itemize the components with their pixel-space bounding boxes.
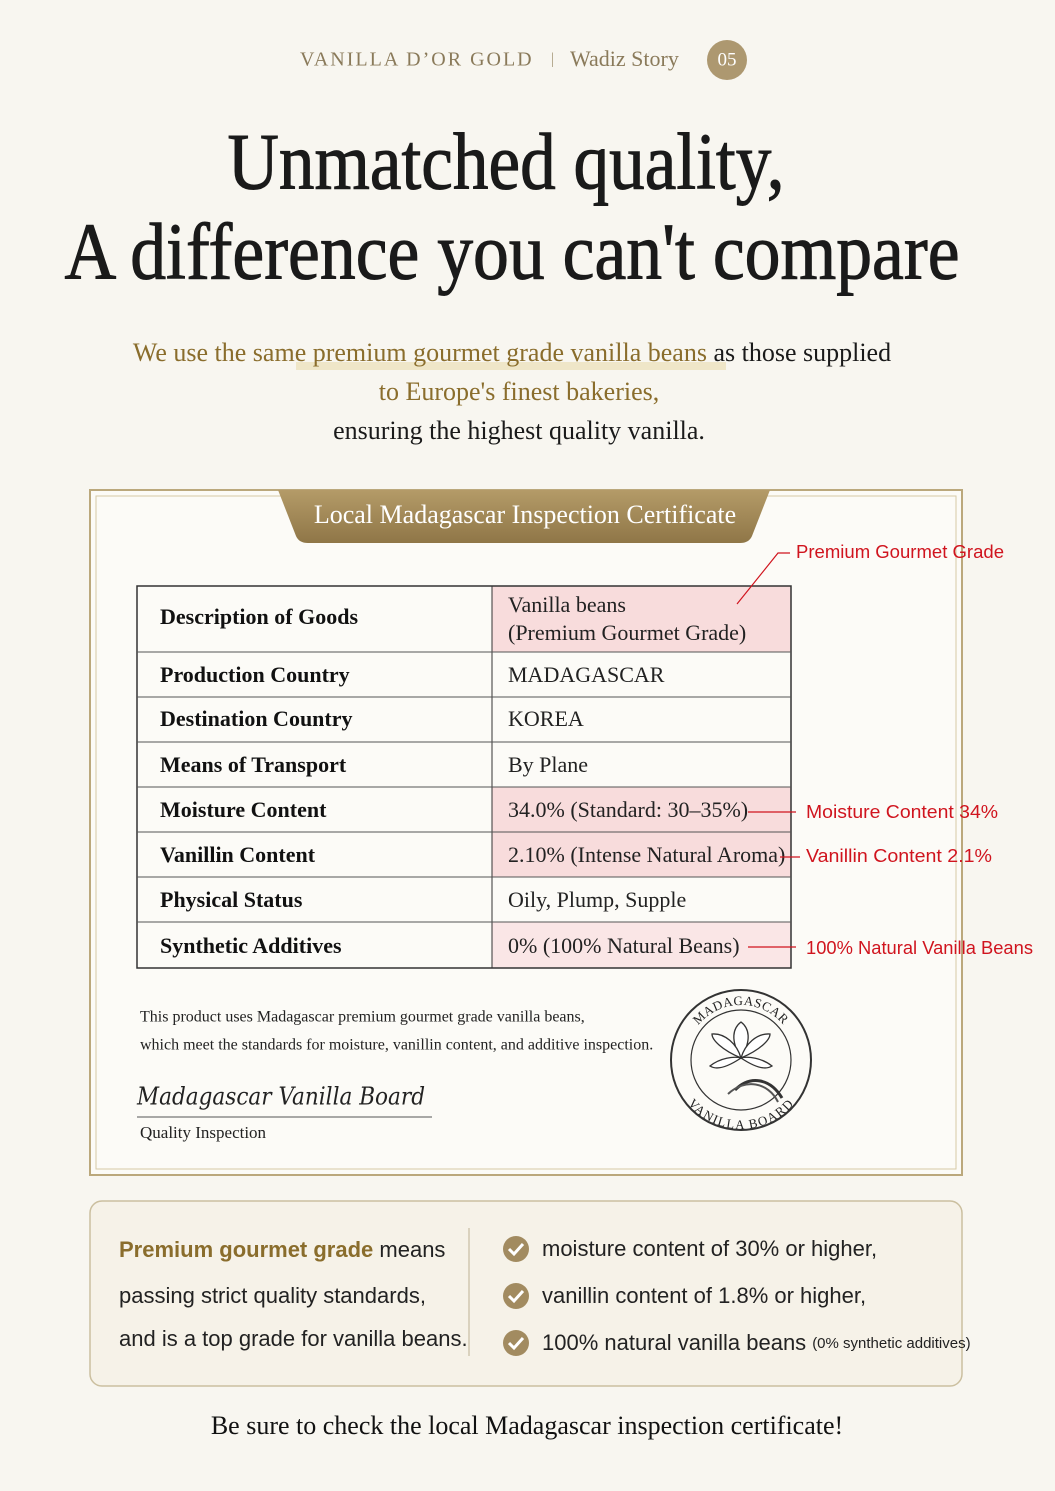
row-value: 34.0% (Standard: 30–35%)	[508, 797, 748, 822]
row-value: 2.10% (Intense Natural Aroma)	[508, 842, 785, 867]
intro-text: as those supplied	[707, 338, 891, 367]
certificate-note: This product uses Madagascar premium gou…	[140, 1009, 585, 1026]
annotation: Vanillin Content 2.1%	[806, 846, 992, 866]
certificate-title: Local Madagascar Inspection Certificate	[314, 500, 736, 529]
signature: Madagascar Vanilla Board	[136, 1083, 425, 1111]
intro-highlight: We use the same premium gourmet grade va…	[133, 338, 707, 367]
separator: |	[551, 51, 554, 68]
brand: VANILLA D’OR GOLD	[300, 49, 534, 71]
row-label: Description of Goods	[160, 604, 358, 629]
intro-line: We use the same premium gourmet grade va…	[133, 338, 891, 367]
criterion: 100% natural vanilla beans (0% synthetic …	[542, 1330, 971, 1355]
annotation: Premium Gourmet Grade	[796, 542, 1004, 562]
row-dividers	[137, 651, 791, 923]
row-value: Vanilla beans	[508, 592, 626, 617]
row-label: Moisture Content	[160, 797, 327, 822]
seal: MADAGASCAR VANILLA BOARD	[670, 989, 812, 1132]
criterion-text: 100% natural vanilla beans	[542, 1330, 806, 1355]
row-value: KOREA	[508, 706, 584, 731]
annotation: Moisture Content 34%	[806, 802, 998, 822]
signature-caption: Quality Inspection	[140, 1123, 267, 1142]
footer: Be sure to check the local Madagascar in…	[211, 1411, 843, 1440]
definition-line: and is a top grade for vanilla beans.	[119, 1326, 468, 1351]
row-value: MADAGASCAR	[508, 662, 665, 687]
certificate-note: which meet the standards for moisture, v…	[140, 1037, 653, 1054]
highlight-cell	[492, 922, 791, 968]
row-label: Physical Status	[160, 887, 303, 912]
row-value: By Plane	[508, 752, 588, 777]
criterion: vanillin content of 1.8% or higher,	[542, 1283, 866, 1308]
page-number: 05	[718, 49, 737, 70]
definition-text: means	[373, 1237, 445, 1262]
intro-line: ensuring the highest quality vanilla.	[333, 416, 705, 445]
highlight-cell	[492, 586, 791, 652]
row-label: Production Country	[160, 662, 350, 687]
annotation-lines	[736, 552, 800, 948]
certificate-table: Description of Goods Vanilla beans (Prem…	[136, 585, 792, 969]
criterion-note: (0% synthetic additives)	[812, 1335, 970, 1352]
definition-line: Premium gourmet grade means	[119, 1237, 445, 1262]
row-value: Oily, Plump, Supple	[508, 887, 686, 912]
definition-highlight: Premium gourmet grade	[119, 1237, 373, 1262]
page-badge	[707, 40, 747, 80]
criterion: moisture content of 30% or higher,	[542, 1236, 877, 1261]
check-icons	[503, 1236, 529, 1356]
story-label: Wadiz Story	[570, 46, 679, 71]
row-label: Synthetic Additives	[160, 933, 342, 958]
definition-line: passing strict quality standards,	[119, 1283, 426, 1308]
highlight-underline	[296, 362, 726, 370]
annotation: 100% Natural Vanilla Beans	[806, 938, 1033, 958]
row-value: (Premium Gourmet Grade)	[508, 620, 746, 645]
title-line: A difference you can't compare	[65, 208, 960, 296]
row-label: Means of Transport	[160, 752, 347, 777]
row-label: Destination Country	[160, 706, 353, 731]
intro-line: to Europe's finest bakeries,	[379, 377, 660, 406]
title-line: Unmatched quality,	[228, 118, 785, 206]
row-label: Vanillin Content	[160, 842, 316, 867]
table-border	[136, 585, 792, 969]
row-value: 0% (100% Natural Beans)	[508, 933, 740, 958]
certificate-tab	[278, 490, 770, 543]
